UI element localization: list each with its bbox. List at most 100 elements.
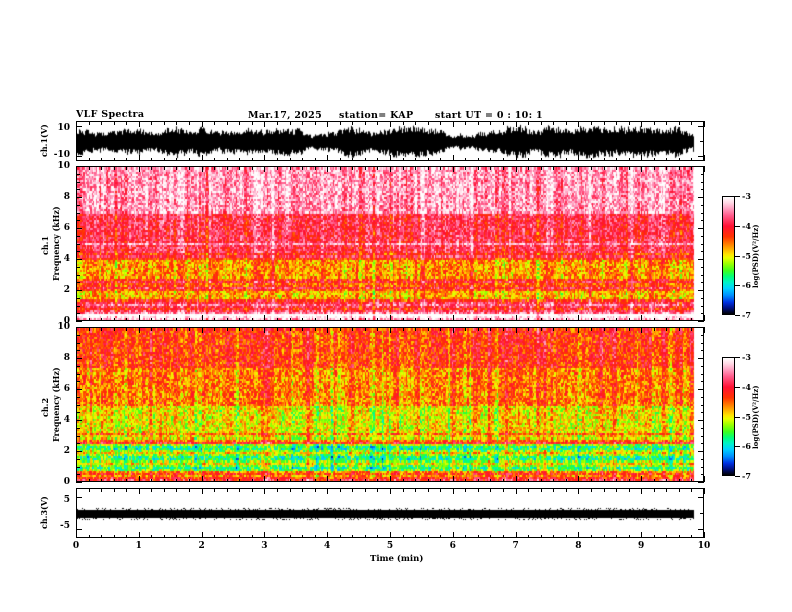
tick-mark	[590, 478, 592, 482]
tick-mark	[302, 478, 304, 482]
tick-mark	[700, 266, 704, 268]
tick-mark	[251, 534, 253, 538]
tick-mark	[390, 155, 391, 161]
tick-mark	[101, 121, 103, 125]
tick-mark	[289, 478, 291, 482]
tick-mark	[76, 334, 80, 336]
tick-mark	[477, 488, 479, 492]
tick-mark	[616, 488, 618, 492]
tick-mark	[339, 488, 341, 492]
tick-mark	[653, 157, 655, 161]
tick-mark	[553, 327, 555, 331]
tick-mark	[490, 157, 492, 161]
tick-mark	[76, 327, 77, 333]
tick-mark	[88, 488, 90, 492]
tick-mark	[176, 157, 178, 161]
tick-mark	[76, 141, 80, 142]
tick-mark	[163, 317, 165, 321]
tick-mark	[126, 488, 128, 492]
tick-mark	[666, 478, 668, 482]
tick-mark	[276, 478, 278, 482]
tick-mark	[377, 317, 379, 321]
tick-mark	[735, 446, 740, 448]
ch2-spec-ytick-2: 2	[63, 446, 70, 456]
tick-mark	[76, 327, 82, 328]
tick-mark	[515, 315, 517, 321]
tick-mark	[76, 458, 80, 460]
tick-mark	[76, 266, 80, 268]
tick-mark	[189, 488, 191, 492]
tick-mark	[138, 532, 140, 538]
ch2-spec-ytick-6: 6	[63, 384, 70, 394]
tick-mark	[477, 478, 479, 482]
tick-mark	[201, 315, 203, 321]
tick-mark	[698, 321, 704, 322]
tick-mark	[201, 166, 203, 172]
tick-mark	[201, 476, 203, 482]
tick-mark	[364, 157, 366, 161]
tick-mark	[578, 476, 580, 482]
tick-mark	[616, 166, 618, 170]
tick-mark	[503, 121, 505, 125]
tick-mark	[76, 235, 80, 237]
tick-mark	[565, 488, 567, 492]
tick-mark	[698, 358, 704, 359]
tick-mark	[700, 189, 704, 191]
tick-mark	[214, 488, 216, 492]
tick-mark	[440, 488, 442, 492]
tick-mark	[427, 478, 429, 482]
tick-mark	[402, 317, 404, 321]
tick-mark	[76, 497, 82, 499]
tick-mark	[700, 474, 704, 476]
tick-mark	[76, 243, 80, 245]
tick-mark	[704, 315, 705, 321]
tick-mark	[616, 157, 618, 161]
tick-mark	[88, 534, 90, 538]
tick-mark	[553, 166, 555, 170]
tick-mark	[214, 121, 216, 125]
tick-mark	[415, 534, 417, 538]
tick-mark	[477, 121, 479, 125]
tick-mark	[653, 317, 655, 321]
tick-mark	[364, 317, 366, 321]
tick-mark	[700, 404, 704, 406]
tick-mark	[364, 121, 366, 125]
tick-mark	[76, 528, 82, 530]
tick-mark	[653, 166, 655, 170]
tick-mark	[704, 488, 705, 494]
tick-mark	[503, 327, 505, 331]
tick-mark	[390, 121, 391, 127]
tick-mark	[698, 482, 704, 483]
tick-mark	[189, 478, 191, 482]
tick-mark	[138, 488, 140, 494]
tick-mark	[264, 327, 266, 333]
tick-mark	[314, 327, 316, 331]
tick-mark	[440, 534, 442, 538]
tick-mark	[452, 476, 454, 482]
tick-mark	[226, 327, 228, 331]
tick-mark	[565, 534, 567, 538]
x-tick-8: 8	[575, 541, 582, 551]
x-tick-10: 10	[697, 541, 711, 551]
tick-mark	[251, 317, 253, 321]
tick-mark	[700, 396, 704, 398]
tick-mark	[226, 157, 228, 161]
tick-mark	[88, 166, 90, 170]
tick-mark	[163, 534, 165, 538]
x-tick-1: 1	[135, 541, 142, 551]
tick-mark	[540, 488, 542, 492]
tick-mark	[503, 488, 505, 492]
tick-mark	[176, 327, 178, 331]
figure-title: VLF Spectra	[76, 109, 145, 120]
tick-mark	[314, 121, 316, 125]
tick-mark	[88, 157, 90, 161]
tick-mark	[700, 173, 704, 175]
tick-mark	[653, 478, 655, 482]
ch1-spec-ytick-0: 0	[63, 316, 70, 326]
tick-mark	[189, 157, 191, 161]
tick-mark	[226, 121, 228, 125]
x-tick-6: 6	[449, 541, 456, 551]
tick-mark	[113, 317, 115, 321]
ch1-colorbar-tick--6: -6	[742, 280, 751, 291]
